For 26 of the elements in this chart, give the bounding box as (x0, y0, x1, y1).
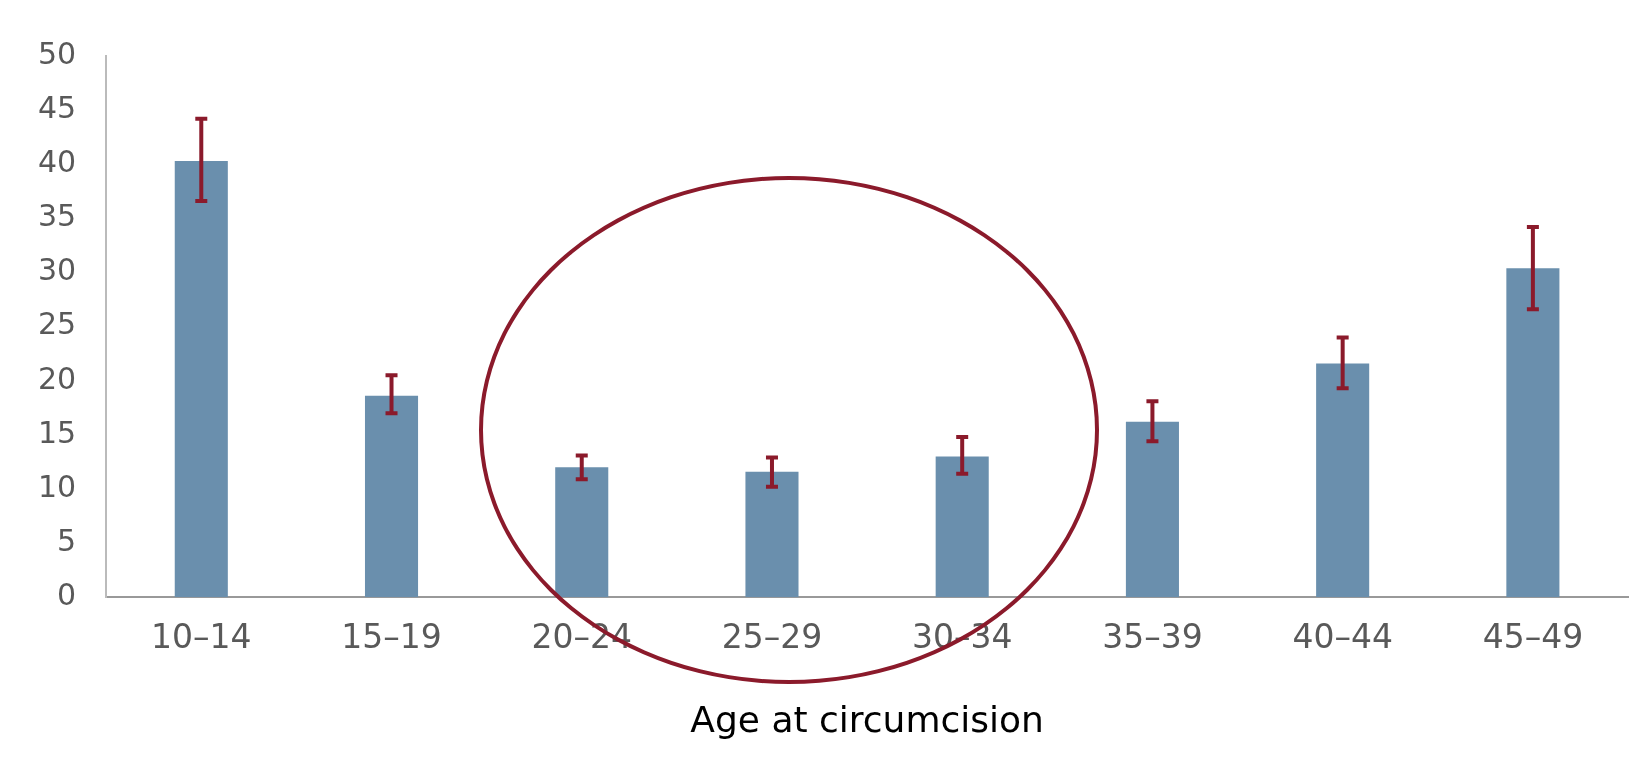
y-tick-label: 40 (37, 144, 77, 180)
bar (555, 467, 609, 598)
bar (1125, 421, 1179, 598)
bar (1316, 363, 1370, 598)
y-tick-label: 45 (37, 89, 77, 125)
bar (745, 471, 799, 598)
y-tick-label: 20 (37, 360, 77, 396)
x-tick-label: 10–14 (151, 616, 252, 656)
y-tick-label: 15 (37, 414, 77, 450)
bar (364, 395, 419, 598)
bar (174, 160, 228, 598)
bar (1506, 268, 1560, 598)
y-tick-label: 5 (57, 522, 77, 558)
y-tick-label: 10 (37, 468, 77, 504)
y-tick-label: 0 (57, 577, 77, 612)
x-tick-label: 35–39 (1102, 616, 1203, 656)
y-tick-label: 30 (37, 252, 77, 288)
x-tick-label: 40–44 (1292, 616, 1393, 656)
y-tick-label: 35 (37, 198, 77, 234)
y-tick-label: 50 (37, 35, 77, 71)
x-tick-label: 45–49 (1482, 616, 1584, 656)
x-axis-title: Age at circumcision (690, 698, 1044, 740)
y-tick-label: 25 (37, 306, 77, 342)
bar (935, 456, 989, 598)
x-tick-label: 15–19 (341, 616, 442, 656)
x-tick-label: 25–29 (721, 616, 823, 656)
